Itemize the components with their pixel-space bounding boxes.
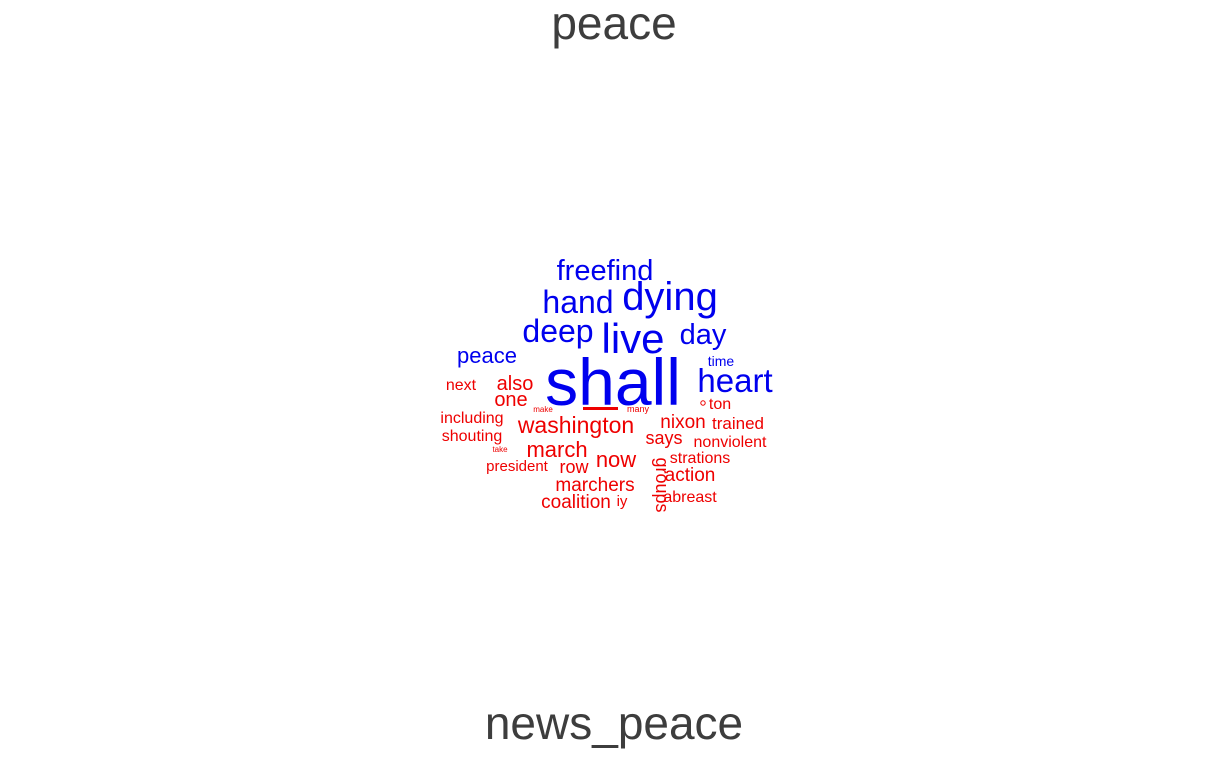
cloud-word-peace: peace	[457, 343, 517, 368]
cloud-word-deep: deep	[522, 313, 593, 349]
cloud-word-hand: hand	[542, 284, 613, 320]
cloud-word-day: day	[680, 319, 727, 351]
cloud-word-washington: washington	[517, 412, 634, 438]
cloud-word-row: row	[559, 457, 589, 477]
group-label-news-peace: news_peace	[484, 697, 744, 749]
cloud-word-nonviolent: nonviolent	[694, 434, 768, 451]
cloud-word-marchers: marchers	[555, 475, 634, 496]
cloud-word-shall: shall	[545, 345, 681, 419]
cloud-word-groups: groups	[652, 457, 672, 512]
cloud-word-take: take	[492, 445, 508, 454]
group-label-peace: peace	[551, 0, 677, 49]
cloud-word-shouting: shouting	[442, 428, 503, 445]
cloud-word-one: one	[494, 389, 527, 411]
cloud-word-says: says	[645, 428, 682, 448]
cloud-word-including: including	[440, 410, 503, 427]
cloud-word-march: march	[526, 437, 587, 462]
cloud-word-many: many	[627, 404, 650, 414]
cloud-word-heart: heart	[697, 362, 772, 399]
cloud-word-ton: ton	[709, 396, 731, 413]
cloud-word-action: action	[665, 465, 716, 486]
cloud-word-time: time	[708, 353, 735, 369]
cloud-word-coalition: coalition	[541, 492, 611, 513]
cloud-word-abreast: abreast	[663, 489, 717, 506]
cloud-word-freefind: freefind	[557, 255, 654, 287]
cloud-word-strations: strations	[670, 450, 730, 467]
cloud-word-now: now	[596, 447, 636, 472]
cloud-word-live: live	[601, 315, 664, 362]
cloud-fragment-dash	[583, 407, 618, 410]
cloud-word-dying: dying	[622, 275, 718, 319]
cloud-fragment-dot	[700, 400, 706, 406]
cloud-word-nixon: nixon	[660, 412, 705, 433]
cloud-word-next: next	[446, 377, 477, 394]
cloud-word-president: president	[486, 458, 549, 475]
cloud-word-trained: trained	[712, 414, 764, 433]
cloud-word-iy: iy	[617, 493, 628, 510]
cloud-word-also: also	[497, 373, 534, 395]
cloud-word-make: make	[533, 405, 553, 414]
